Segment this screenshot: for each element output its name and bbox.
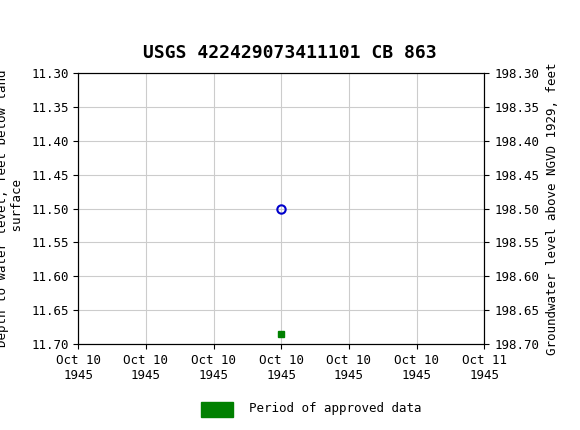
Text: USGS 422429073411101 CB 863: USGS 422429073411101 CB 863 <box>143 44 437 62</box>
Text: Period of approved data: Period of approved data <box>249 402 422 415</box>
Y-axis label: Depth to water level, feet below land
 surface: Depth to water level, feet below land su… <box>0 70 24 347</box>
Text: ≡USGS: ≡USGS <box>6 16 69 36</box>
Y-axis label: Groundwater level above NGVD 1929, feet: Groundwater level above NGVD 1929, feet <box>546 62 559 355</box>
FancyBboxPatch shape <box>201 402 233 417</box>
